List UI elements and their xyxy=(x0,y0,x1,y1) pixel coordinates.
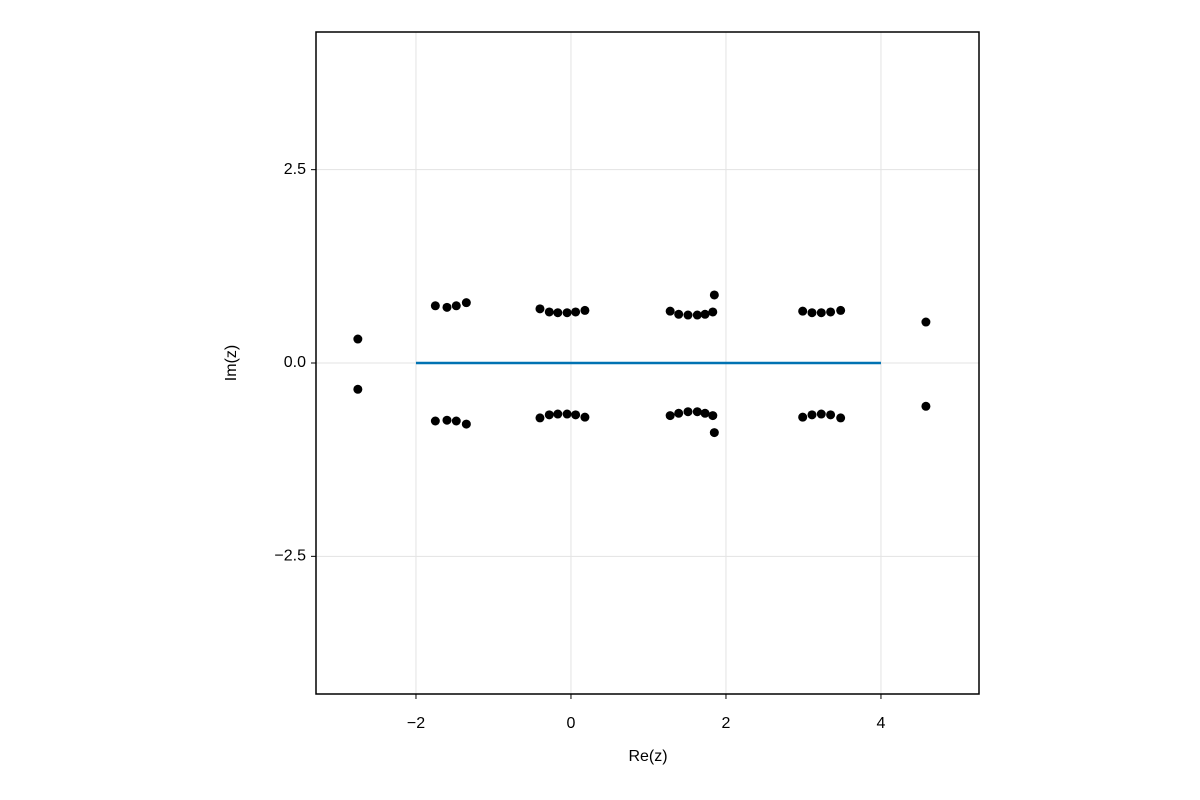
y-axis-label: Im(z) xyxy=(223,345,240,381)
point xyxy=(709,290,719,300)
x-tick-label: 4 xyxy=(877,715,886,732)
point xyxy=(430,416,440,426)
point xyxy=(836,413,846,423)
point xyxy=(535,413,545,423)
point xyxy=(683,310,693,320)
x-tick-label: 2 xyxy=(722,715,731,732)
point xyxy=(442,302,452,312)
point xyxy=(807,308,817,318)
point xyxy=(665,306,675,316)
y-tick-label: 0.0 xyxy=(284,354,306,371)
point xyxy=(826,307,836,317)
point xyxy=(442,415,452,425)
point xyxy=(807,410,817,420)
point xyxy=(921,401,931,411)
point xyxy=(353,384,363,394)
point xyxy=(709,428,719,438)
x-tick-label: 0 xyxy=(567,715,576,732)
point xyxy=(553,308,563,318)
point xyxy=(461,419,471,429)
point xyxy=(562,409,572,419)
point xyxy=(692,407,702,417)
point xyxy=(836,305,846,315)
point xyxy=(816,409,826,419)
point xyxy=(700,408,710,418)
x-tick-label: −2 xyxy=(407,715,425,732)
point xyxy=(451,416,461,426)
point xyxy=(535,304,545,314)
point xyxy=(683,407,693,417)
point xyxy=(826,410,836,420)
point xyxy=(544,410,554,420)
point xyxy=(708,307,718,317)
point xyxy=(430,301,440,311)
point xyxy=(921,317,931,327)
y-tick-label: 2.5 xyxy=(284,161,306,178)
point xyxy=(544,307,554,317)
point xyxy=(708,411,718,421)
point xyxy=(692,310,702,320)
point xyxy=(665,411,675,421)
plot-frame xyxy=(315,31,980,695)
point xyxy=(553,409,563,419)
point xyxy=(580,305,590,315)
point xyxy=(798,306,808,316)
point xyxy=(798,412,808,422)
point xyxy=(571,410,581,420)
point xyxy=(461,298,471,308)
point xyxy=(353,334,363,344)
point xyxy=(700,309,710,319)
point xyxy=(571,307,581,317)
point xyxy=(580,412,590,422)
point xyxy=(816,308,826,318)
point xyxy=(562,308,572,318)
point xyxy=(674,309,684,319)
point xyxy=(451,301,461,311)
x-axis-label: Re(z) xyxy=(628,748,667,765)
point xyxy=(674,408,684,418)
y-tick-label: −2.5 xyxy=(274,548,306,565)
